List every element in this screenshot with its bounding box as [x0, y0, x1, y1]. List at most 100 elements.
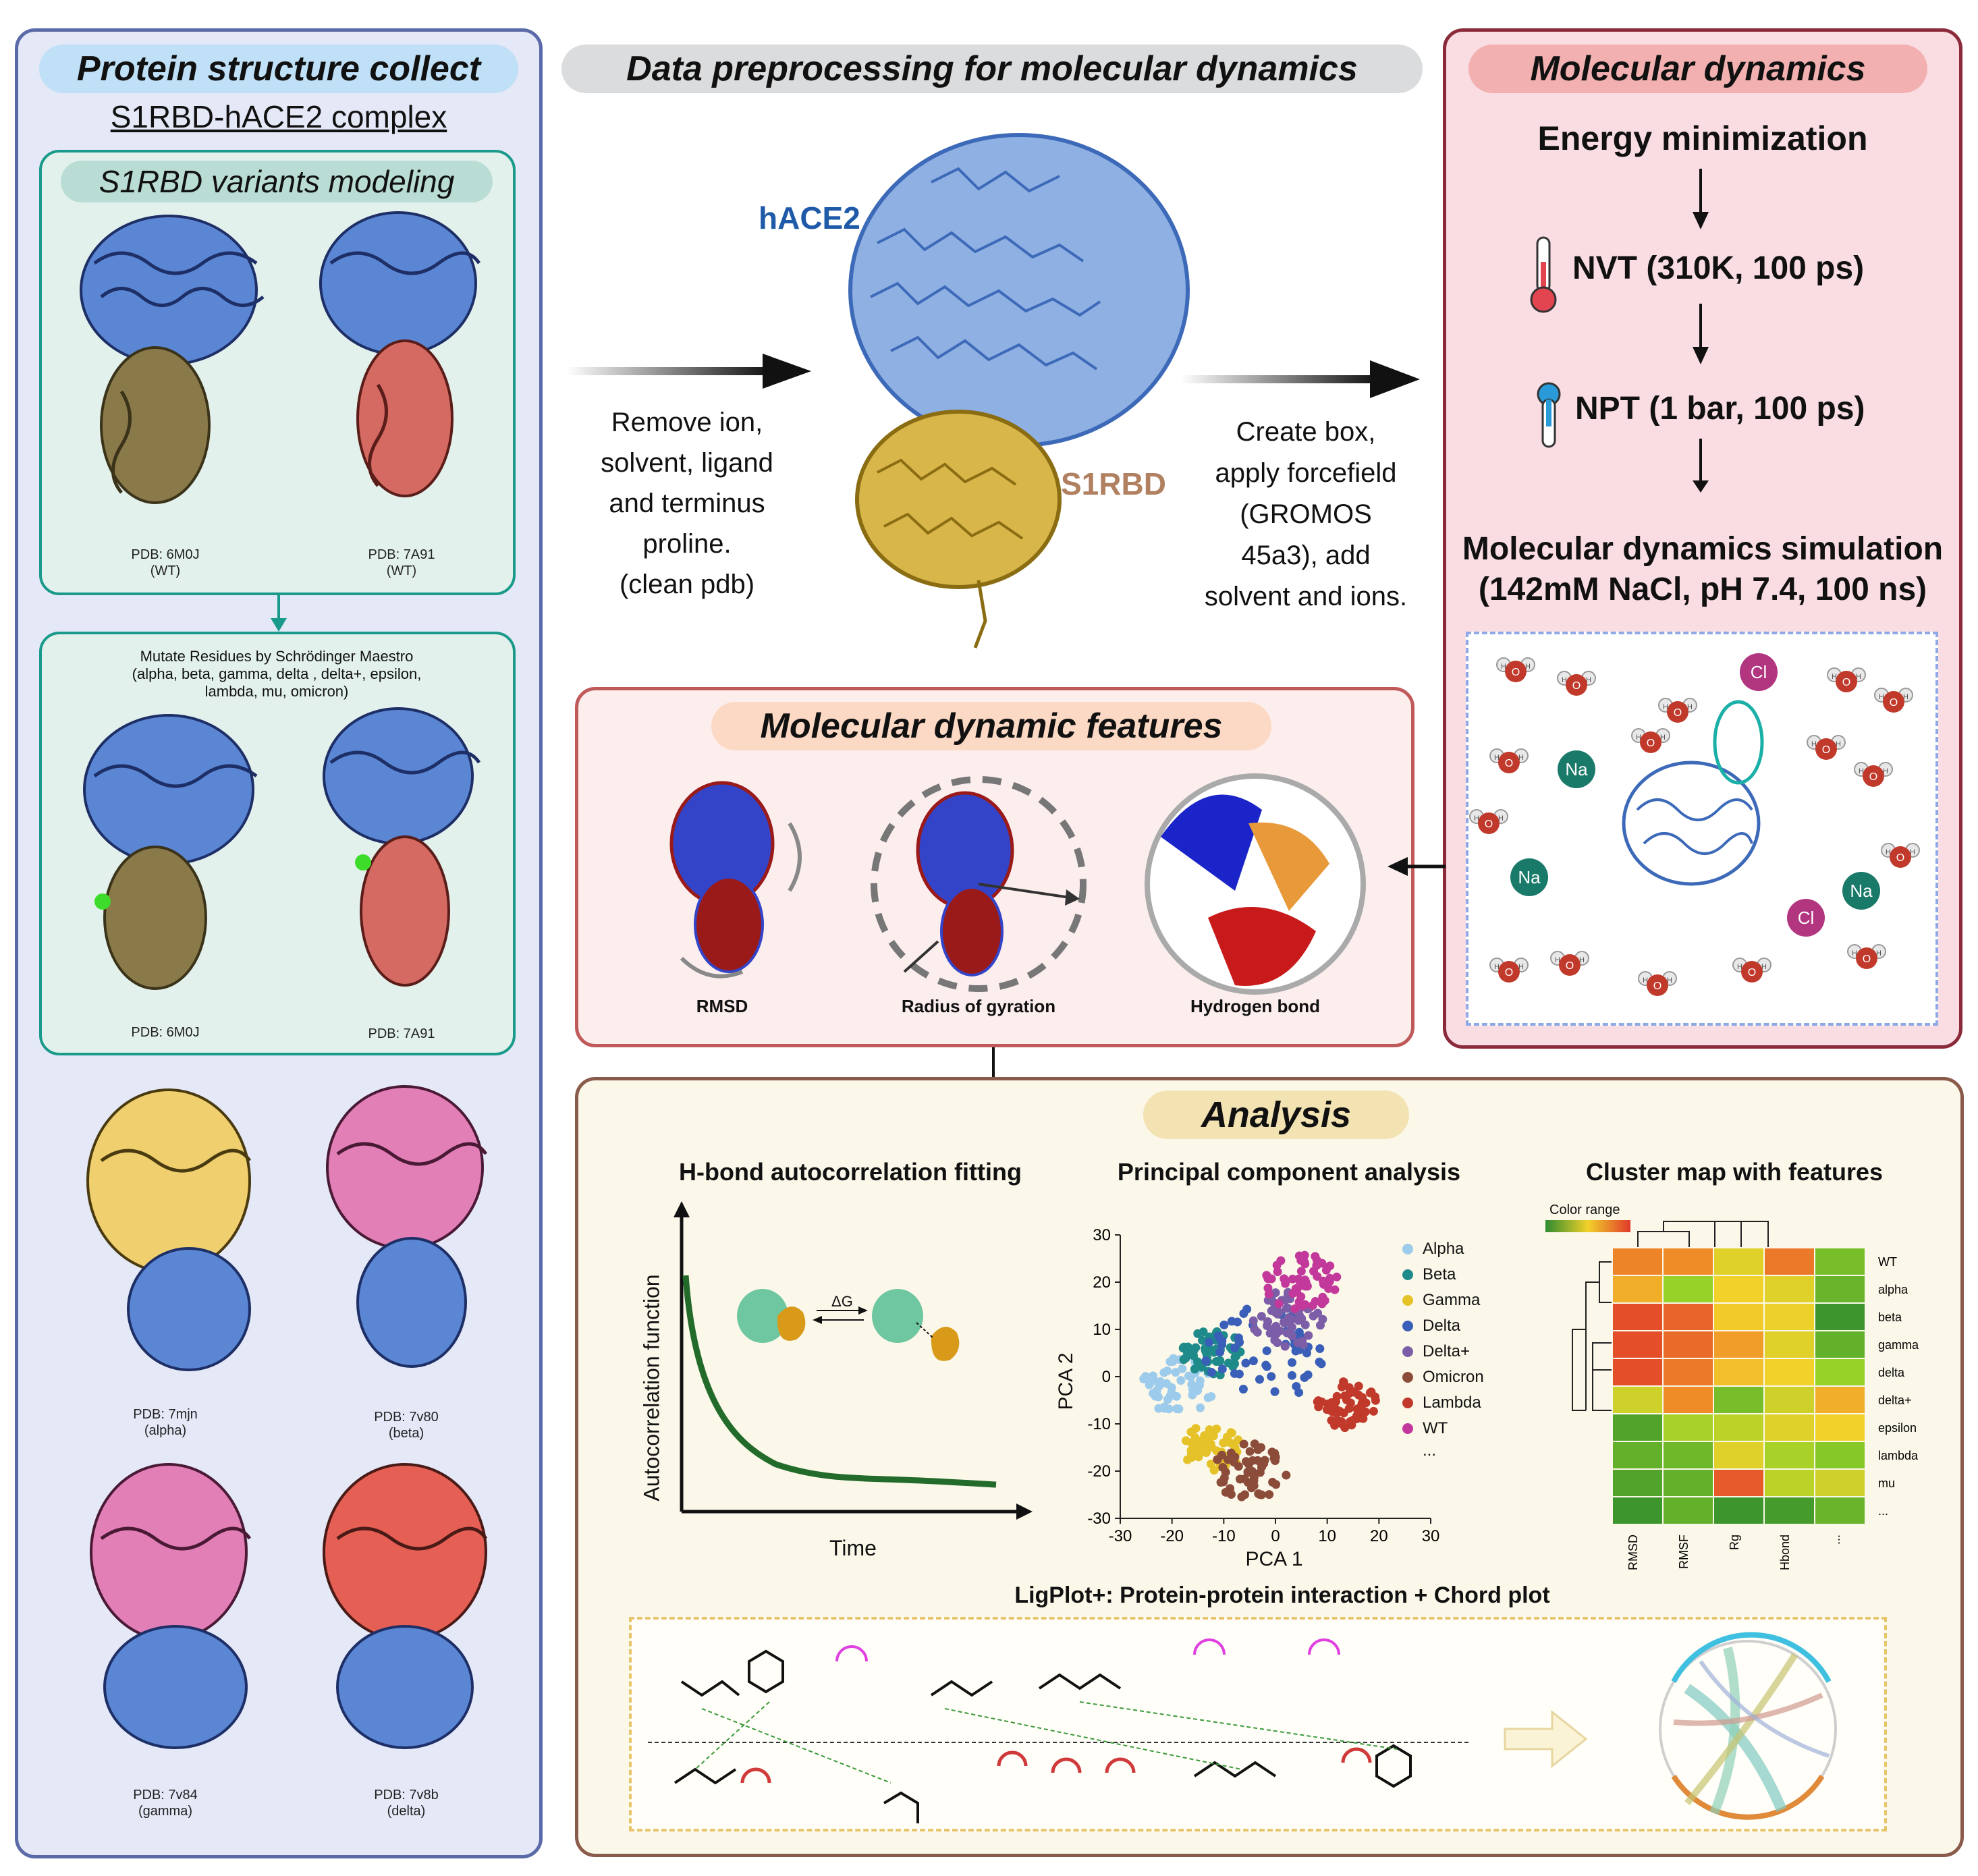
pca-point: [1288, 1289, 1298, 1298]
energy-minimization-step: Energy minimization: [1537, 119, 1868, 157]
pca-x-tick-label: -30: [1109, 1527, 1132, 1545]
pca-point: [1352, 1404, 1362, 1414]
s1rbd-structure: [855, 410, 1062, 649]
mutate-line: (alpha, beta, gamma, delta , delta+, eps…: [132, 665, 422, 682]
variant-label: (gamma): [138, 1804, 192, 1819]
pca-point: [1283, 1316, 1292, 1325]
pca-point: [1190, 1364, 1199, 1374]
hydrogen-label: H: [1518, 963, 1524, 971]
water-molecule: OH H: [1489, 958, 1529, 983]
heatmap-row-label: WT: [1878, 1255, 1897, 1269]
pca-point: [1339, 1377, 1348, 1387]
pca-point: [1280, 1274, 1289, 1284]
pca-point: [1172, 1404, 1182, 1414]
protein-structure-alpha: [86, 1088, 252, 1371]
pca-point: [1265, 1329, 1275, 1338]
pca-x-tick-label: 30: [1422, 1527, 1440, 1545]
heatmap-cell: [1613, 1442, 1662, 1468]
heatmap-cell: [1815, 1414, 1865, 1441]
pca-point: [1296, 1292, 1306, 1301]
heatmap-cell: [1613, 1276, 1662, 1302]
heatmap-cell: [1613, 1359, 1662, 1385]
heatmap-row-label: delta+: [1878, 1394, 1912, 1407]
step-line: (GROMOS: [1240, 499, 1372, 529]
protein-structure-7a91: [319, 211, 481, 497]
heatmap-cell: [1613, 1414, 1662, 1441]
pdb-id: PDB: 7A91: [368, 547, 435, 562]
protein-structure-delta: [323, 1463, 488, 1749]
thermometer-cold-icon: [1537, 382, 1561, 448]
hydrogen-label: H: [1474, 815, 1479, 823]
hydrogen-label: H: [1832, 673, 1837, 681]
autocorrelation-decay-curve: [682, 1275, 997, 1488]
pca-point: [1250, 1325, 1259, 1334]
arrow-to-md: [1181, 360, 1420, 398]
pca-point: [1367, 1387, 1376, 1397]
pca-point: [1273, 1267, 1282, 1277]
legend-swatch: [1402, 1398, 1413, 1408]
pca-point: [1335, 1406, 1344, 1416]
pca-point: [1249, 1473, 1259, 1483]
heatmap-cell: [1765, 1304, 1814, 1330]
pca-point: [1282, 1304, 1291, 1313]
pca-point: [1263, 1284, 1273, 1293]
pca-x-tick-label: 10: [1318, 1527, 1336, 1545]
hydrogen-label: H: [1586, 676, 1591, 684]
heatmap-column-label: Rg: [1728, 1535, 1741, 1550]
water-molecule: OH H: [1807, 735, 1846, 760]
pca-series-deltaplus: [1248, 1288, 1327, 1351]
pca-point: [1187, 1453, 1197, 1462]
sodium-ion: Na: [1558, 750, 1595, 788]
pca-point: [1257, 1312, 1266, 1321]
step-line: 45a3), add: [1241, 541, 1371, 570]
heatmap-cell: [1664, 1248, 1713, 1275]
pca-point: [1332, 1418, 1342, 1428]
pca-point: [1207, 1345, 1216, 1354]
pca-point: [1271, 1480, 1281, 1489]
pca-point: [1255, 1468, 1265, 1477]
pca-title: Principal component analysis: [1117, 1158, 1461, 1186]
pca-point: [1210, 1426, 1219, 1435]
heatmap-column-label: RMSF: [1677, 1535, 1691, 1569]
heatmap-cell: [1714, 1304, 1763, 1330]
hydrogen-label: H: [1498, 815, 1504, 823]
pca-point: [1255, 1375, 1264, 1384]
mutation-site-marker: [355, 854, 371, 871]
pca-point: [1178, 1344, 1188, 1353]
pca-point: [1346, 1416, 1355, 1426]
hydrogen-label: H: [1636, 734, 1641, 742]
hydrogen-label: H: [1859, 767, 1864, 775]
heatmap-row-label: epsilon: [1878, 1421, 1917, 1435]
pca-point: [1298, 1301, 1307, 1311]
pca-point: [1203, 1393, 1213, 1402]
features-images: [669, 773, 1366, 995]
pca-point: [1263, 1321, 1272, 1331]
heatmap-row-label: gamma: [1878, 1338, 1919, 1352]
heatmap-cell: [1664, 1497, 1713, 1524]
hbond-y-axis-label: Autocorrelation function: [639, 1274, 664, 1501]
color-range-bar: [1545, 1220, 1630, 1232]
pca-point: [1318, 1292, 1327, 1302]
pca-point: [1219, 1438, 1228, 1447]
heatmap-cell: [1613, 1470, 1662, 1496]
pca-point: [1300, 1275, 1310, 1285]
pca-point: [1191, 1424, 1201, 1433]
variant-protein-images: [86, 1085, 488, 1749]
protein-structure-beta: [326, 1085, 488, 1368]
pca-point: [1167, 1383, 1176, 1392]
solvated-protein: [1622, 700, 1764, 886]
variant-label: (delta): [387, 1804, 426, 1819]
heatmap-cell: [1815, 1359, 1865, 1385]
heatmap-cell: [1664, 1414, 1713, 1441]
pca-point: [1207, 1442, 1216, 1452]
pca-point: [1164, 1404, 1174, 1414]
wt2-caption: PDB: 7A91 (WT): [324, 547, 479, 579]
heatmap-cell: [1714, 1331, 1763, 1358]
heatmap-cell: [1815, 1470, 1865, 1496]
hydrogen-label: H: [1660, 734, 1666, 742]
md-features-title: Molecular dynamic features: [711, 702, 1271, 750]
chloride-ion: Cl: [1740, 653, 1778, 691]
pca-point: [1188, 1348, 1197, 1358]
pca-x-tick-label: -20: [1160, 1527, 1184, 1545]
alpha-caption: PDB: 7mjn (alpha): [88, 1406, 243, 1439]
